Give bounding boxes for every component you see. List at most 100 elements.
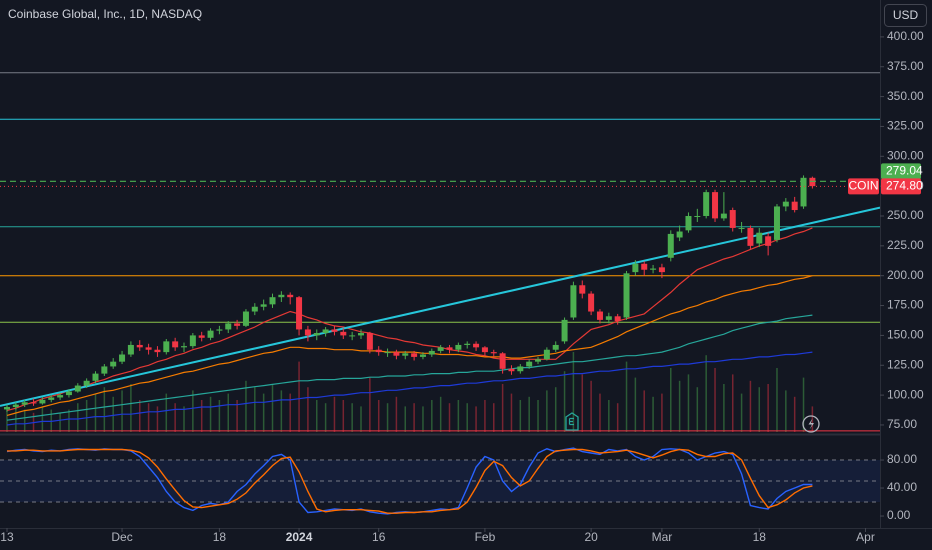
symbol-label: COIN	[849, 179, 879, 193]
volume-bar	[351, 403, 353, 432]
volume-bar	[209, 396, 212, 432]
volume-bar	[581, 374, 584, 432]
candle-body	[269, 297, 276, 305]
candle-body	[12, 404, 19, 408]
x-tick-label: 2024	[286, 530, 313, 544]
candle-body	[145, 347, 152, 350]
candle-body	[490, 352, 497, 354]
last-price-label: 274.80	[886, 179, 923, 193]
candle-body	[127, 344, 134, 355]
candle-body	[340, 331, 347, 336]
candle-body	[517, 366, 524, 372]
x-tick-label: Mar	[652, 530, 673, 544]
volume-bar	[696, 387, 699, 432]
candle-body	[773, 206, 780, 240]
candle-body	[411, 353, 418, 357]
volume-bar	[422, 406, 424, 432]
candle-body	[658, 267, 665, 273]
candle-body	[83, 380, 90, 386]
candle-body	[278, 294, 285, 298]
stochastic-layer	[6, 447, 813, 515]
y-tick-label: 300.00	[887, 148, 924, 162]
volume-bar	[15, 403, 17, 432]
volume-bar	[678, 380, 681, 432]
candle-body	[242, 311, 249, 326]
y-tick-label: 175.00	[887, 298, 924, 312]
stochastic-y-tick-label: 0.00	[887, 508, 911, 522]
candle-body	[48, 397, 55, 400]
stochastic-pane	[0, 459, 880, 503]
event-icon-bolt	[808, 418, 814, 430]
volume-bar	[138, 400, 141, 432]
stochastic-line	[7, 448, 813, 514]
volume-bar	[776, 368, 778, 432]
y-tick-label: 325.00	[887, 119, 924, 133]
candle-body	[437, 347, 444, 351]
volume-bar	[785, 390, 787, 432]
volume-bar	[395, 396, 398, 432]
candle-body	[39, 399, 46, 404]
stochastic-y-tick-label: 40.00	[887, 480, 917, 494]
volume-bar	[563, 371, 566, 432]
volume-bar	[731, 374, 734, 432]
currency-button[interactable]	[884, 4, 927, 27]
volume-bar	[749, 380, 752, 432]
candle-body	[172, 341, 179, 348]
volume-bar	[218, 400, 221, 432]
candle-body	[21, 402, 28, 405]
volume-bar	[554, 387, 557, 432]
moving-average	[6, 227, 813, 412]
volume-bar	[537, 400, 539, 432]
candle-body	[561, 319, 568, 342]
volume-bar	[439, 396, 442, 432]
symbol-box	[848, 178, 879, 195]
volume-bar	[369, 377, 371, 432]
earnings-icon[interactable]	[565, 412, 579, 431]
moving-average	[6, 314, 813, 421]
volume-bar	[262, 393, 265, 432]
candle-body	[605, 316, 612, 320]
candle-body	[234, 323, 241, 326]
candle-body	[800, 177, 807, 207]
candle-body	[632, 263, 639, 273]
currency-label[interactable]: USD	[893, 8, 919, 22]
candle-body	[189, 335, 196, 347]
volume-bar	[333, 396, 336, 432]
candle-body	[110, 361, 117, 367]
candle-body	[349, 335, 356, 337]
volume-bar	[431, 400, 433, 432]
x-tick-label: 20	[584, 530, 598, 544]
candle-body	[667, 233, 674, 258]
candle-body	[3, 407, 10, 410]
volume-bar	[811, 406, 814, 432]
candle-body	[596, 311, 603, 320]
candle-body	[402, 353, 409, 356]
y-tick-label: 200.00	[887, 268, 924, 282]
candle-body	[570, 285, 577, 318]
candle-body	[712, 192, 719, 219]
volume-bar	[546, 390, 548, 432]
earnings-icon-letter	[568, 417, 574, 426]
y-tick-label: 125.00	[887, 357, 924, 371]
candle-body	[579, 285, 586, 294]
candle-body	[588, 293, 595, 312]
volume-bar	[77, 403, 79, 432]
moving-average	[6, 275, 813, 416]
volume-bar	[165, 393, 168, 432]
volume-bar	[85, 400, 88, 432]
candle-body	[526, 361, 533, 367]
volume-bar	[625, 361, 628, 432]
event-icon[interactable]	[802, 415, 820, 433]
volume-bar	[41, 406, 44, 432]
y-tick-label: 150.00	[887, 328, 924, 342]
volume-bar	[227, 393, 230, 432]
candle-body	[614, 316, 621, 322]
x-tick-label: 18	[753, 530, 767, 544]
candle-body	[809, 177, 816, 187]
volume-bar	[174, 403, 176, 432]
candle-body	[650, 268, 657, 270]
candle-body	[358, 333, 365, 336]
volume-bar	[448, 403, 451, 432]
